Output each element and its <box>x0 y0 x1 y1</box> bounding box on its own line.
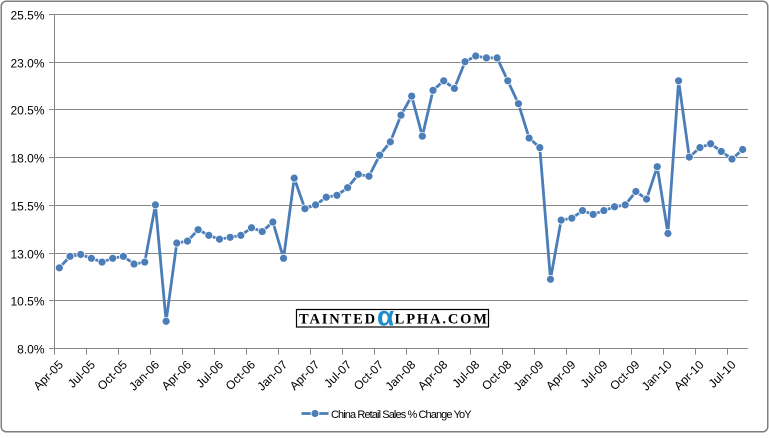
svg-text:15.5%: 15.5% <box>10 200 44 214</box>
svg-text:10.5%: 10.5% <box>10 295 44 309</box>
svg-text:23.0%: 23.0% <box>10 57 44 71</box>
svg-text:25.5%: 25.5% <box>10 9 44 23</box>
svg-text:8.0%: 8.0% <box>17 343 45 357</box>
svg-text:18.0%: 18.0% <box>10 152 44 166</box>
svg-text:China Retail Sales % Change Yo: China Retail Sales % Change YoY <box>331 409 472 421</box>
svg-text:13.0%: 13.0% <box>10 248 44 262</box>
svg-text:20.5%: 20.5% <box>10 104 44 118</box>
